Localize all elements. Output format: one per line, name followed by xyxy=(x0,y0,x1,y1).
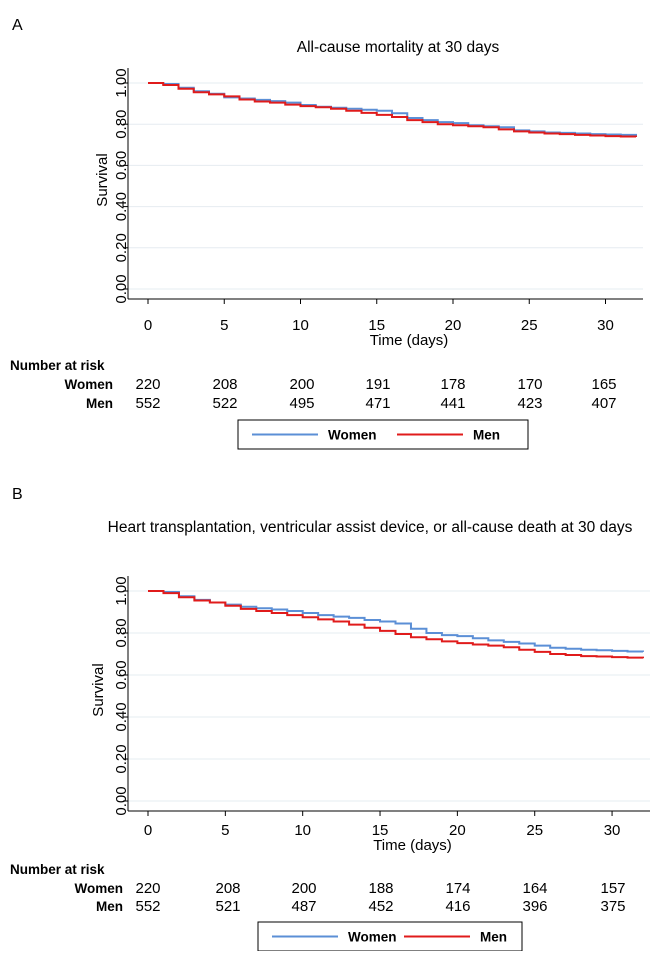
y-tick-label: 0.20 xyxy=(113,744,130,773)
risk-row-label: Women xyxy=(64,377,113,392)
risk-value: 178 xyxy=(440,376,465,393)
x-tick-label: 30 xyxy=(604,822,621,839)
risk-value: 396 xyxy=(522,898,547,915)
x-tick-label: 5 xyxy=(221,822,229,839)
risk-value: 407 xyxy=(591,395,616,412)
x-axis-label: Time (days) xyxy=(370,332,449,349)
risk-value: 164 xyxy=(522,880,547,897)
risk-row-label: Men xyxy=(86,396,113,411)
x-tick-label: 25 xyxy=(526,822,543,839)
risk-value: 157 xyxy=(600,880,625,897)
x-tick-label: 0 xyxy=(144,822,152,839)
x-tick-label: 15 xyxy=(372,822,389,839)
risk-table-header: Number at risk xyxy=(10,358,105,373)
legend-label: Women xyxy=(348,930,397,945)
risk-value: 375 xyxy=(600,898,625,915)
panel-label: B xyxy=(12,486,23,503)
y-tick-label: 1.00 xyxy=(113,68,130,97)
chart-title: Heart transplantation, ventricular assis… xyxy=(108,519,633,536)
series-line-men xyxy=(148,82,637,138)
legend-label: Men xyxy=(473,428,500,443)
risk-row-label: Men xyxy=(96,899,123,914)
risk-value: 552 xyxy=(135,898,160,915)
risk-value: 188 xyxy=(368,880,393,897)
risk-value: 487 xyxy=(291,898,316,915)
legend-label: Women xyxy=(328,428,377,443)
panel-label: A xyxy=(12,17,23,34)
risk-value: 200 xyxy=(291,880,316,897)
x-tick-label: 30 xyxy=(597,317,614,334)
x-tick-label: 5 xyxy=(220,317,228,334)
risk-value: 220 xyxy=(135,376,160,393)
x-tick-label: 0 xyxy=(144,317,152,334)
risk-value: 200 xyxy=(289,376,314,393)
y-tick-label: 0.60 xyxy=(113,660,130,689)
risk-value: 208 xyxy=(212,376,237,393)
y-tick-label: 0.80 xyxy=(113,110,130,139)
y-axis-label: Survival xyxy=(94,153,111,206)
x-tick-label: 25 xyxy=(521,317,538,334)
risk-value: 416 xyxy=(445,898,470,915)
y-tick-label: 0.40 xyxy=(113,192,130,221)
series-line-men xyxy=(148,590,644,659)
x-tick-label: 15 xyxy=(368,317,385,334)
risk-value: 441 xyxy=(440,395,465,412)
risk-value: 452 xyxy=(368,898,393,915)
risk-value: 552 xyxy=(135,395,160,412)
risk-row-label: Women xyxy=(74,881,123,896)
risk-value: 522 xyxy=(212,395,237,412)
y-tick-label: 0.40 xyxy=(113,702,130,731)
y-tick-label: 0.00 xyxy=(113,274,130,303)
risk-value: 165 xyxy=(591,376,616,393)
legend-label: Men xyxy=(480,930,507,945)
x-tick-label: 10 xyxy=(294,822,311,839)
risk-value: 423 xyxy=(517,395,542,412)
x-axis-label: Time (days) xyxy=(373,837,452,854)
chart-title: All-cause mortality at 30 days xyxy=(297,39,500,56)
series-line-women xyxy=(148,82,637,136)
y-tick-label: 0.00 xyxy=(113,786,130,815)
risk-value: 208 xyxy=(215,880,240,897)
risk-value: 495 xyxy=(289,395,314,412)
risk-value: 521 xyxy=(215,898,240,915)
series-line-women xyxy=(148,590,644,653)
y-tick-label: 1.00 xyxy=(113,576,130,605)
risk-value: 170 xyxy=(517,376,542,393)
y-tick-label: 0.60 xyxy=(113,151,130,180)
risk-value: 191 xyxy=(365,376,390,393)
x-tick-label: 10 xyxy=(292,317,309,334)
y-axis-label: Survival xyxy=(90,663,107,716)
risk-value: 220 xyxy=(135,880,160,897)
x-tick-label: 20 xyxy=(449,822,466,839)
risk-table-header: Number at risk xyxy=(10,862,105,877)
y-tick-label: 0.80 xyxy=(113,618,130,647)
x-tick-label: 20 xyxy=(445,317,462,334)
risk-value: 471 xyxy=(365,395,390,412)
y-tick-label: 0.20 xyxy=(113,233,130,262)
risk-value: 174 xyxy=(445,880,470,897)
